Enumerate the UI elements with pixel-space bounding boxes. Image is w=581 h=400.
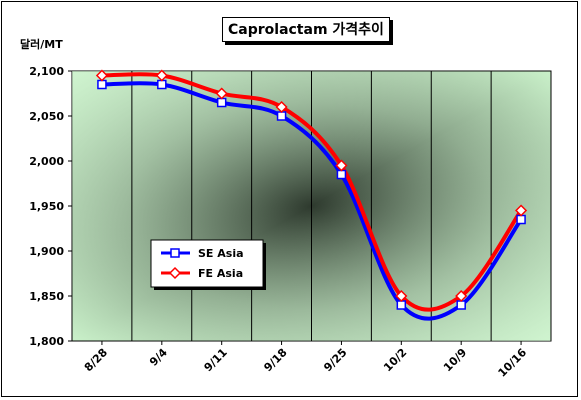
gridlines — [131, 71, 552, 341]
legend-box-shadow-bottom — [154, 287, 266, 290]
y-axis-ticks: 1,800 1,850 1,900 1,950 2,000 2,050 2,100 — [29, 65, 72, 348]
y-tick-label: 1,800 — [29, 335, 64, 348]
legend: SE Asia FE Asia — [150, 239, 266, 290]
data-point-se-asia — [456, 300, 466, 310]
chart-title: Caprolactam 가격추이 — [222, 17, 390, 42]
data-point-se-asia — [157, 79, 167, 90]
y-axis-label: 달러/MT — [20, 37, 63, 51]
data-point-se-asia — [97, 79, 107, 90]
data-point-se-asia — [276, 111, 287, 121]
legend-box — [150, 239, 264, 288]
data-point-se-asia — [396, 300, 407, 310]
legend-label-se-asia: SE Asia — [198, 247, 244, 260]
x-axis-ticks: 8/28 9/4 9/11 9/18 9/25 10/2 10/9 10/16 — [82, 341, 529, 380]
data-point-fe-asia — [335, 159, 348, 172]
x-tick-label: 10/9 — [441, 346, 469, 374]
legend-marker-se-asia — [170, 248, 180, 258]
x-tick-label: 9/11 — [202, 346, 230, 374]
data-point-fe-asia — [215, 87, 228, 100]
y-tick-label: 1,850 — [29, 290, 64, 303]
data-point-se-asia — [336, 169, 347, 180]
x-tick-label: 9/25 — [321, 346, 349, 374]
data-point-fe-asia — [395, 289, 408, 303]
legend-marker-fe-asia — [168, 266, 182, 280]
x-tick-label: 9/18 — [261, 346, 289, 374]
data-point-fe-asia — [455, 289, 468, 303]
x-tick-label: 8/28 — [82, 346, 110, 374]
data-point-se-asia — [216, 97, 227, 108]
x-tick-label: 9/4 — [147, 346, 170, 369]
data-point-fe-asia — [95, 69, 108, 82]
legend-label-fe-asia: FE Asia — [198, 267, 243, 280]
y-tick-label: 1,900 — [29, 245, 64, 258]
data-point-fe-asia — [155, 69, 168, 82]
y-tick-label: 2,050 — [29, 110, 64, 123]
x-tick-label: 10/16 — [495, 346, 529, 380]
y-tick-label: 1,950 — [29, 200, 64, 213]
data-point-se-asia — [516, 214, 526, 225]
data-point-fe-asia — [275, 100, 288, 114]
y-tick-label: 2,000 — [29, 155, 64, 168]
x-tick-label: 10/2 — [381, 346, 409, 374]
y-tick-label: 2,100 — [29, 65, 64, 78]
series-markers — [95, 69, 528, 310]
legend-box-shadow — [263, 243, 266, 290]
data-point-fe-asia — [515, 204, 528, 217]
